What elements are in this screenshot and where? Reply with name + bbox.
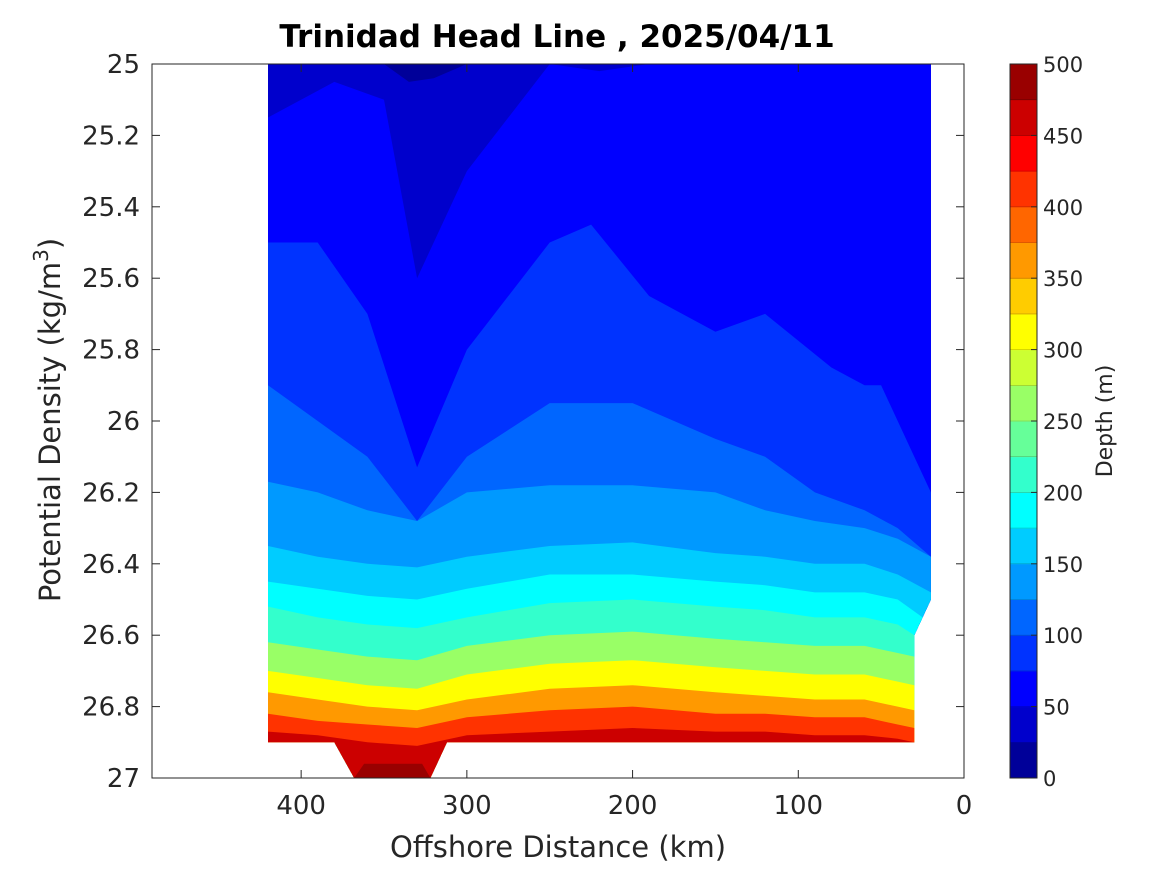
x-tick-label: 400: [276, 791, 326, 821]
colorbar-segment: [1010, 492, 1037, 529]
y-axis: 25 25.2 25.4 25.6 25.8 26 26.2 26.4 26.6 26.8 27: [82, 50, 964, 794]
x-axis: 400 300 200 100 0: [276, 64, 972, 821]
x-tick-label: 0: [956, 791, 973, 821]
y-tick-label: 25.4: [82, 193, 140, 223]
colorbar-tick-label: 400: [1043, 196, 1083, 220]
y-tick-label: 25: [107, 50, 140, 80]
colorbar-segment: [1010, 313, 1037, 351]
colorbar-segment: [1010, 242, 1037, 279]
colorbar-segment: [1010, 99, 1037, 136]
colorbar-segment: [1010, 563, 1037, 600]
x-axis-label: Offshore Distance (km): [390, 830, 726, 864]
colorbar-tick-label: 300: [1043, 339, 1083, 363]
y-tick-label: 26: [107, 407, 140, 437]
colorbar-segment: [1010, 278, 1037, 315]
contour-fills: [268, 64, 931, 778]
y-tick-label: 25.2: [82, 121, 140, 151]
colorbar-segment: [1010, 456, 1037, 493]
colorbar-tick-label: 50: [1043, 696, 1070, 720]
colorbar-segment: [1010, 385, 1037, 422]
colorbar-tick-label: 350: [1043, 267, 1083, 291]
colorbar-segment: [1010, 670, 1037, 708]
colorbar-tick-label: 150: [1043, 553, 1083, 577]
y-tick-label: 26.2: [82, 478, 140, 508]
y-tick-label: 25.6: [82, 264, 140, 294]
colorbar-segment: [1010, 135, 1037, 172]
y-tick-label: 27: [107, 764, 140, 794]
colorbar-segment: [1010, 64, 1037, 101]
colorbar-segment: [1010, 528, 1037, 565]
colorbar-segment: [1010, 349, 1037, 386]
x-tick-label: 100: [773, 791, 823, 821]
x-tick-label: 200: [608, 791, 658, 821]
colorbar-label: Depth (m): [1093, 365, 1118, 478]
y-axis-label: Potential Density (kg/m3): [29, 238, 67, 602]
y-axis-label-main: Potential Density (kg/m: [33, 262, 67, 602]
colorbar-segment: [1010, 171, 1037, 208]
colorbar: 0 50 100 150 200 250 300 350 400 450 500: [1009, 53, 1083, 791]
contour-region: [268, 64, 931, 778]
colorbar-segment: [1010, 742, 1037, 779]
colorbar-segment: [1010, 206, 1037, 243]
contour-band-deepest: [354, 763, 431, 778]
y-axis-label-close: ): [33, 238, 67, 249]
colorbar-segment: [1010, 421, 1037, 458]
colorbar-tick-label: 500: [1043, 53, 1083, 77]
colorbar-tick-label: 250: [1043, 410, 1083, 434]
colorbar-segment: [1010, 635, 1037, 672]
chart-title: Trinidad Head Line , 2025/04/11: [279, 19, 834, 55]
y-tick-label: 25.8: [82, 336, 140, 366]
colorbar-tick-label: 200: [1043, 481, 1083, 505]
colorbar-tick-label: 0: [1043, 767, 1056, 791]
y-axis-label-superscript: 3: [29, 249, 53, 262]
colorbar-tick-label: 450: [1043, 124, 1083, 148]
y-tick-label: 26.6: [82, 621, 140, 651]
colorbar-segment: [1010, 599, 1037, 636]
y-tick-label: 26.8: [82, 693, 140, 723]
colorbar-tick-label: 100: [1043, 624, 1083, 648]
colorbar-segment: [1010, 706, 1037, 743]
y-tick-label: 26.4: [82, 550, 140, 580]
x-tick-label: 300: [442, 791, 492, 821]
